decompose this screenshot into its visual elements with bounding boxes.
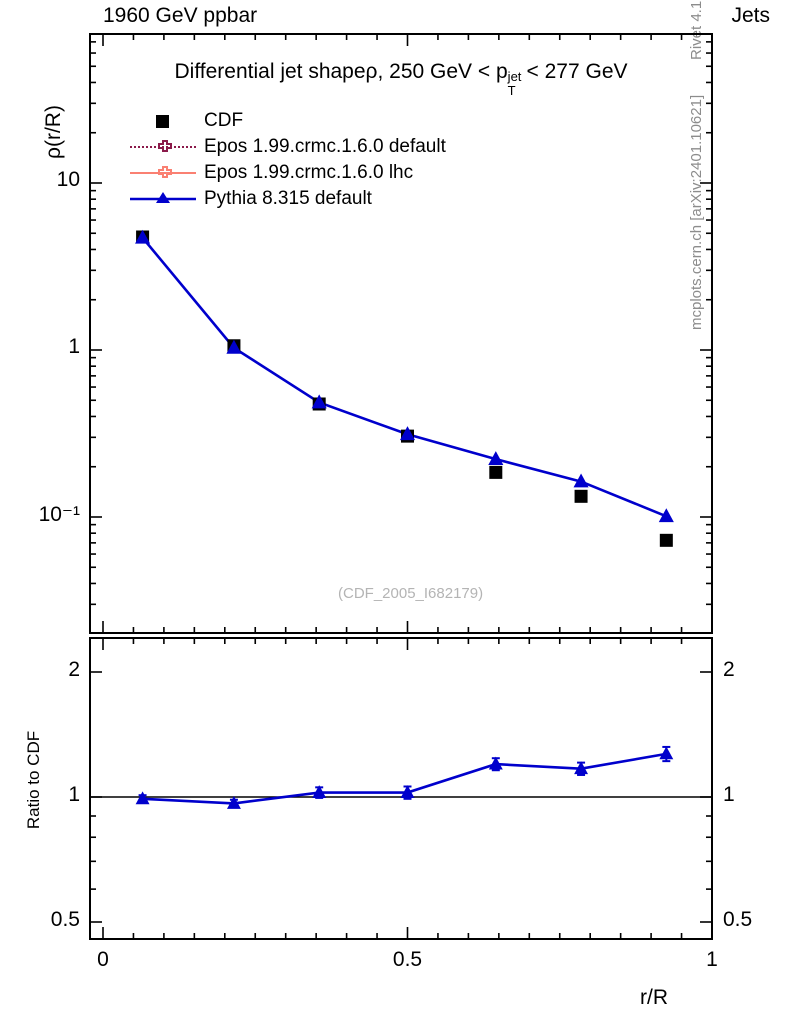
pt-subscript: T [507,83,516,99]
legend-label: Epos 1.99.crmc.1.6.0 lhc [204,162,414,183]
legend-item[interactable]: Epos 1.99.crmc.1.6.0 lhc [130,160,446,186]
epos-default-marker-icon [130,136,196,158]
legend-label: Epos 1.99.crmc.1.6.0 default [204,136,446,157]
main-plot-frame [89,33,713,634]
x-tick-label-2: 1 [706,948,718,971]
legend-label: CDF [204,110,244,131]
ratio-y-tick-label-right-0: 2 [723,658,735,681]
pt-superscript: jet [507,68,522,84]
analysis-id-watermark: (CDF_2005_I682179) [338,585,484,602]
ratio-y-tick-label-left-2: 0.5 [50,908,80,931]
legend-item[interactable]: Pythia 8.315 default [130,186,446,212]
ratio-y-tick-label-left-1: 1 [68,783,80,806]
x-axis-label: r/R [640,986,668,1009]
legend-label: Pythia 8.315 default [204,188,372,209]
legend-item[interactable]: CDF [130,108,446,134]
plot-title-suffix: < 277 GeV [520,60,628,83]
header-left-label: 1960 GeV ppbar [103,4,258,27]
cdf-marker-icon [130,110,196,132]
header-right-label: Jets [731,4,770,27]
epos-lhc-marker-icon [130,162,196,184]
main-y-tick-label-1: 1 [68,335,80,358]
x-tick-label-1: 0.5 [392,948,423,971]
main-y-tick-label-2: 10⁻¹ [38,503,80,526]
legend-item[interactable]: Epos 1.99.crmc.1.6.0 default [130,134,446,160]
plot-title: Differential jet shapeρ, 250 GeV < p jet T… [89,60,713,98]
ratio-y-tick-label-right-1: 1 [723,783,735,806]
ratio-y-tick-label-left-0: 2 [68,658,80,681]
pythia-marker-icon [130,188,196,210]
plot-title-prefix: Differential jet shapeρ, 250 GeV < p [174,60,508,83]
ratio-y-tick-label-right-2: 0.5 [723,908,753,931]
ratio-plot-frame [89,637,713,940]
x-tick-label-0: 0 [97,948,109,971]
main-y-tick-label-0: 10 [56,168,80,191]
legend: CDF Epos 1.99.crmc.1.6.0 default Epos 1.… [130,108,446,212]
